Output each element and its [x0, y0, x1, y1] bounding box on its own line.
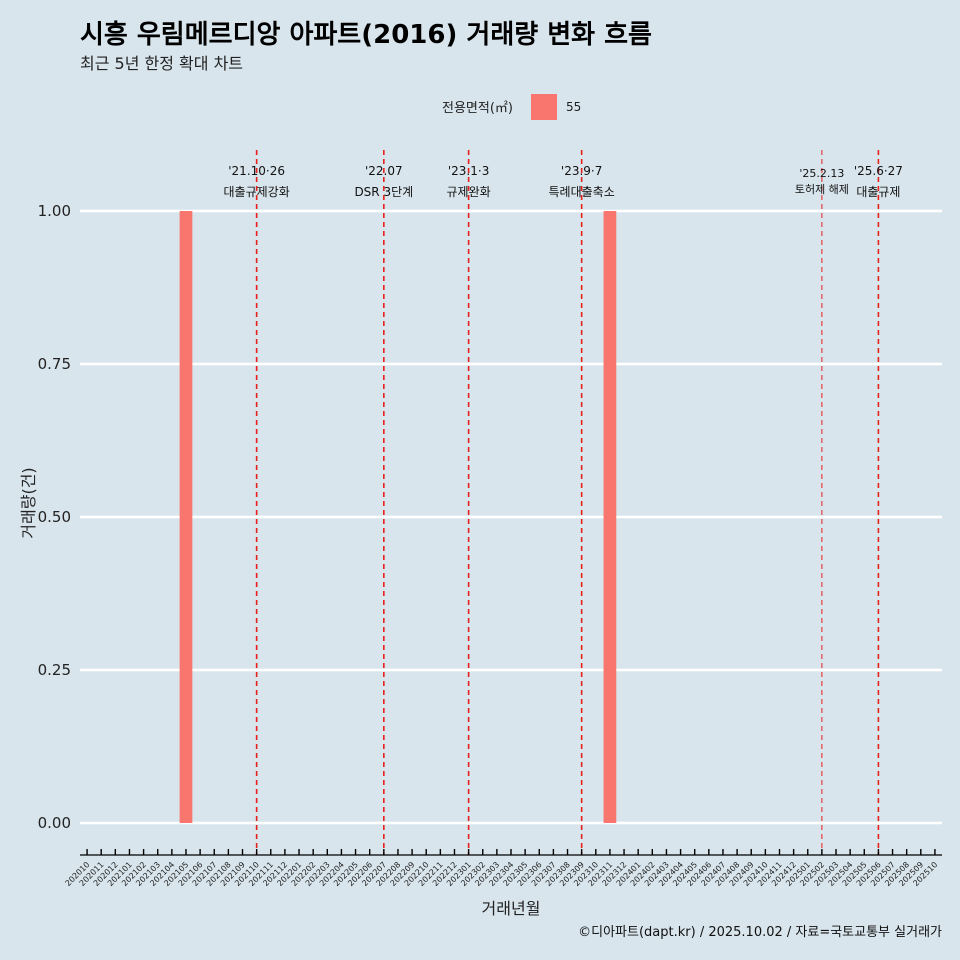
caption: ©디아파트(dapt.kr) / 2025.10.02 / 자료=국토교통부 실… [578, 925, 942, 940]
event-label: 대출규제강화 [224, 185, 290, 199]
chart-subtitle: 최근 5년 한정 확대 차트 [80, 54, 243, 73]
y-tick-label: 0.25 [38, 661, 71, 679]
event-date: '21.10·26 [228, 164, 285, 178]
event-label: 토허제 해제 [795, 182, 849, 196]
x-axis-title: 거래년월 [482, 899, 541, 918]
event-label: 대출규제 [856, 185, 900, 199]
event-date: '25.2.13 [799, 167, 844, 180]
chart-title: 시흥 우림메르디앙 아파트(2016) 거래량 변화 흐름 [80, 20, 652, 50]
y-tick-label: 1.00 [38, 202, 71, 220]
legend-label: 55 [566, 100, 581, 114]
bar [603, 211, 617, 823]
grid [80, 209, 942, 825]
y-axis-title: 거래량(건) [19, 467, 38, 538]
bars [179, 211, 617, 823]
legend: 전용면적(㎡) 55 [442, 94, 581, 120]
event-label: 특례대출축소 [549, 185, 615, 199]
event-date: '22.07 [365, 164, 403, 178]
event-date: '25.6·27 [854, 164, 903, 178]
y-tick-label: 0.50 [38, 508, 71, 526]
legend-swatch [531, 94, 557, 120]
legend-title: 전용면적(㎡) [442, 101, 513, 116]
y-axis: 0.00 0.25 0.50 0.75 1.00 [38, 202, 71, 832]
bar [179, 211, 193, 823]
y-tick-label: 0.00 [38, 814, 71, 832]
x-axis: 2020102020112020122021012021022021032021… [64, 849, 942, 888]
event-date: '23.1·3 [448, 164, 489, 178]
event-date: '23.9·7 [561, 164, 602, 178]
events: '21.10·26 대출규제강화 '22.07 DSR 3단계 '23.1·3 규제완화 '… [224, 150, 903, 855]
event-label: 규제완화 [447, 185, 491, 199]
event-label: DSR 3단계 [354, 185, 413, 199]
y-tick-label: 0.75 [38, 355, 71, 373]
